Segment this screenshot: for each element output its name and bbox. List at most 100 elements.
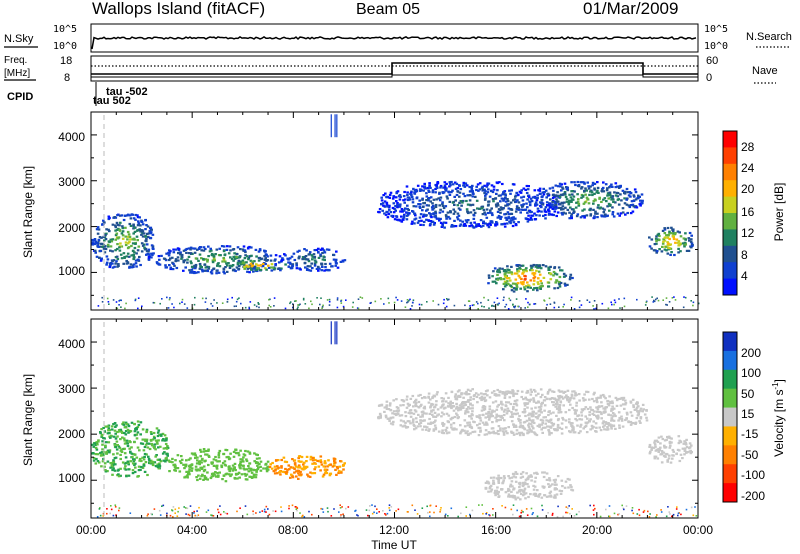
velocity-cell	[415, 405, 418, 408]
power-cell	[561, 213, 564, 216]
power-cell	[211, 259, 215, 262]
power-cell	[507, 203, 511, 206]
velocity-cell	[391, 423, 395, 426]
power-cell	[315, 248, 319, 252]
velocity-cell	[102, 437, 105, 440]
power-speckle	[173, 306, 175, 309]
velocity-cell	[279, 470, 282, 473]
velocity-cell	[404, 421, 407, 424]
power-speckle	[161, 298, 163, 300]
velocity-cell	[481, 413, 484, 417]
power-cell	[136, 216, 140, 219]
velocity-cell	[471, 407, 474, 410]
power-cell	[175, 266, 179, 270]
velocity-cell	[512, 402, 516, 406]
power-cell	[565, 187, 569, 190]
power-cell	[121, 230, 125, 233]
power-cell	[198, 247, 201, 250]
velocity-speckle	[226, 512, 229, 515]
velocity-cell	[527, 422, 531, 425]
power-cell	[263, 255, 266, 258]
velocity-cell	[111, 466, 114, 469]
velocity-speckle	[194, 514, 196, 517]
power-cell	[418, 216, 422, 219]
velocity-cell	[214, 471, 217, 474]
power-speckle	[446, 298, 448, 300]
power-cell	[496, 216, 500, 219]
velocity-cell	[621, 425, 625, 428]
power-cell	[579, 181, 583, 184]
power-cell	[639, 202, 642, 205]
power-cell	[96, 244, 99, 247]
velocity-cell	[625, 417, 628, 420]
velocity-cell	[113, 429, 117, 432]
velocity-speckle	[371, 512, 374, 515]
velocity-cell	[631, 398, 635, 401]
power-cell	[623, 202, 627, 205]
velocity-cell	[690, 444, 693, 447]
velocity-cell	[501, 481, 505, 484]
velocity-cell	[423, 407, 427, 410]
power-cell	[280, 267, 283, 270]
power-cell	[204, 269, 207, 272]
power-cell	[620, 199, 623, 202]
power-cell	[411, 198, 415, 201]
velocity-cell	[221, 478, 224, 481]
velocity-cell	[530, 479, 533, 482]
velocity-speckle	[617, 513, 619, 516]
velocity-speckle	[217, 508, 219, 511]
power-cell	[238, 265, 241, 268]
power-cell	[662, 240, 665, 243]
velocity-cell	[518, 434, 522, 437]
velocity-cell	[671, 457, 674, 460]
velocity-cell	[121, 461, 125, 464]
power-cell	[456, 186, 460, 190]
velocity-cell	[101, 443, 104, 446]
velocity-cell	[218, 449, 222, 453]
velocity-colorbar-swatch	[723, 426, 737, 446]
power-cell	[490, 189, 493, 192]
velocity-cell	[158, 434, 161, 437]
power-cell	[576, 213, 580, 216]
power-cell	[335, 250, 338, 253]
velocity-cell	[549, 490, 553, 493]
velocity-cell	[193, 452, 197, 455]
power-speckle	[563, 303, 565, 306]
power-cell	[93, 242, 97, 245]
power-cell	[561, 187, 565, 190]
velocity-speckle	[357, 514, 359, 517]
velocity-cell	[589, 406, 592, 409]
velocity-cell	[538, 425, 541, 428]
velocity-cell	[207, 454, 211, 457]
velocity-cell	[549, 418, 553, 421]
power-cell	[424, 214, 428, 217]
velocity-cell	[515, 392, 519, 395]
power-cell	[182, 249, 186, 252]
power-cell	[558, 285, 562, 288]
velocity-speckle	[677, 512, 680, 515]
velocity-cell	[280, 458, 283, 462]
velocity-cell	[281, 470, 285, 473]
power-cell	[591, 184, 594, 187]
power-cell	[547, 213, 551, 216]
power-cell	[503, 222, 506, 225]
velocity-speckle	[388, 509, 391, 512]
velocity-cell	[141, 466, 145, 469]
velocity-cell	[152, 431, 156, 435]
power-cell	[506, 203, 509, 206]
velocity-cell	[154, 464, 158, 468]
velocity-speckle	[259, 511, 261, 513]
velocity-speckle	[291, 504, 294, 507]
power-speckle	[248, 306, 250, 309]
velocity-cell	[666, 436, 670, 439]
power-cell	[461, 199, 465, 203]
power-colorbar-swatch	[723, 229, 737, 247]
power-speckle	[106, 297, 109, 300]
power-cell	[668, 230, 671, 233]
vel-cbar-tick-50: 50	[741, 387, 755, 401]
velocity-cell	[215, 475, 218, 478]
power-cell	[147, 235, 150, 238]
power-cell	[453, 203, 456, 206]
velocity-cell	[417, 400, 421, 404]
velocity-cell	[484, 390, 488, 393]
